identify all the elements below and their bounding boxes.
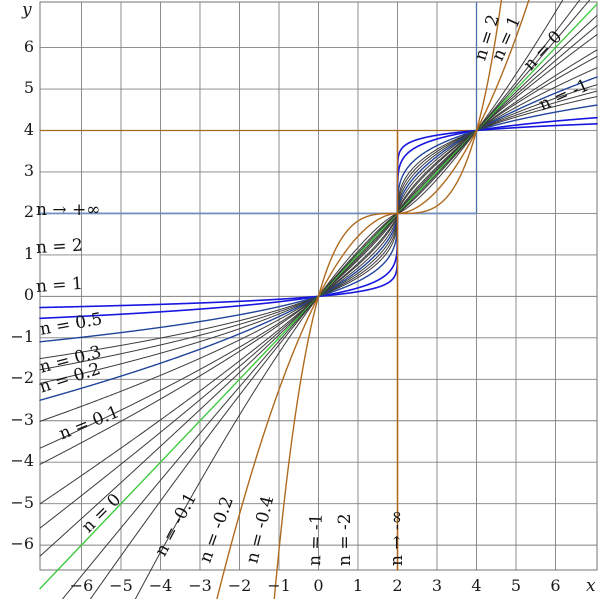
curve-annotation-label: n → +∞ [36, 200, 101, 220]
x-axis-label: x [586, 576, 596, 596]
curve-annotation-label: n → -∞ [387, 510, 407, 566]
plot-frame [39, 1, 598, 571]
curve-n--2 [273, 0, 503, 599]
y-axis-tick-label: −6 [10, 534, 34, 554]
x-axis-tick-label: −2 [227, 576, 252, 595]
y-axis-tick-label: 5 [23, 78, 34, 98]
curve-annotation-label: n = 2 [35, 235, 84, 258]
y-axis-tick-label: 1 [23, 243, 34, 263]
y-axis-label: y [22, 0, 32, 20]
y-axis-tick-label: −1 [10, 326, 34, 346]
y-axis-tick-label: 0 [23, 285, 34, 305]
x-axis-tick-label: 3 [431, 576, 443, 595]
x-axis-tick-label: 0 [313, 576, 324, 595]
curve-n--0-4 [134, 0, 564, 599]
y-axis-tick-label: 6 [23, 36, 34, 56]
y-axis-tick-label: −5 [10, 492, 34, 512]
x-axis-tick-label: −5 [109, 576, 133, 595]
curve-annotation-label: n = -1 [305, 513, 327, 567]
x-axis-tick-label: 4 [471, 576, 482, 595]
x-axis-tick-label: 5 [510, 576, 522, 595]
y-axis-tick-label: 4 [23, 119, 34, 139]
x-axis-tick-label: −6 [69, 576, 94, 595]
y-axis-tick-label: 3 [23, 160, 34, 180]
curve-n--1 [216, 0, 530, 599]
y-axis-tick-label: −2 [10, 368, 34, 388]
y-axis-tick-label: 2 [23, 202, 34, 222]
y-axis-tick-label: −3 [10, 409, 34, 429]
x-axis-tick-label: −1 [267, 576, 291, 595]
y-axis-tick-label: −4 [10, 451, 34, 471]
curve-annotation-label: n = -2 [335, 513, 355, 566]
curve-annotation-label: n = 1 [35, 273, 84, 297]
x-axis-tick-label: 1 [352, 576, 364, 595]
x-axis-tick-label: −4 [148, 576, 173, 595]
x-axis-tick-label: −3 [188, 576, 212, 595]
x-axis-tick-label: 2 [392, 576, 403, 595]
x-axis-tick-label: 6 [550, 576, 561, 595]
